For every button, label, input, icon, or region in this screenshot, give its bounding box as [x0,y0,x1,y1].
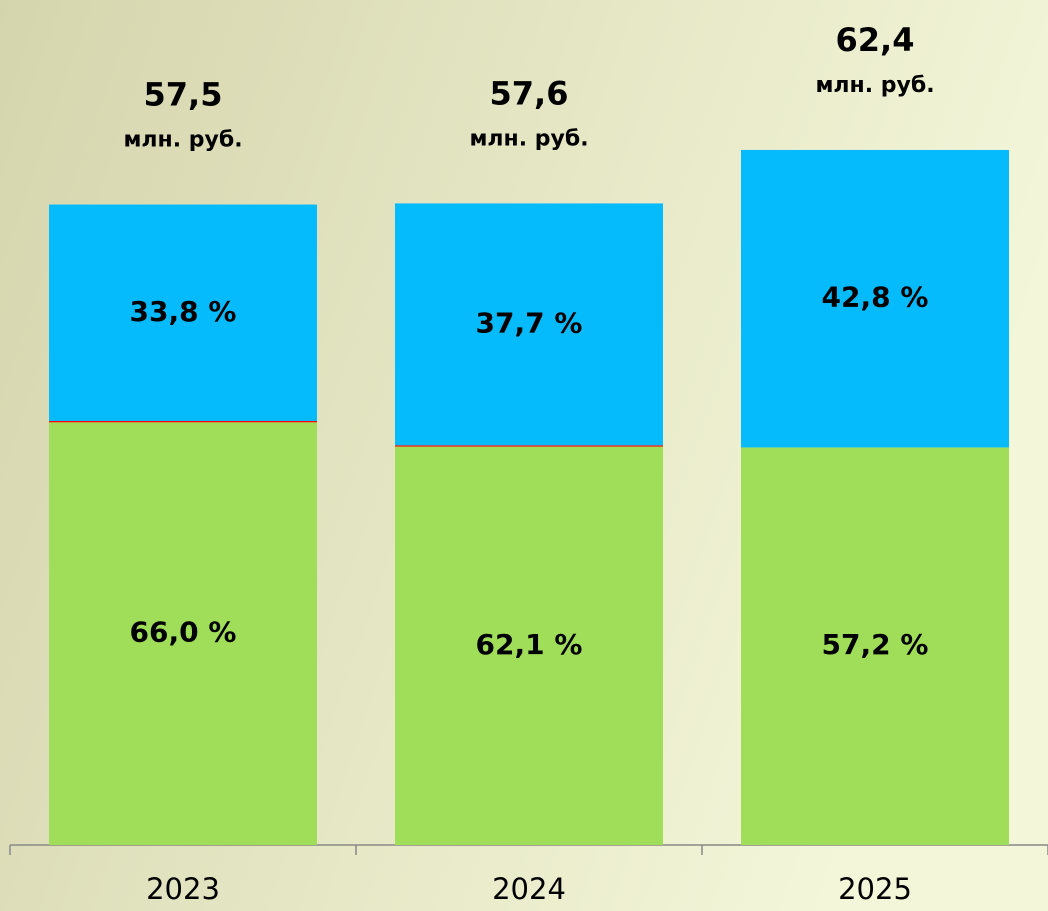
segment-label: 66,0 % [130,616,237,649]
bar-segment [49,422,317,845]
total-unit: млн. руб. [469,126,588,151]
x-tick-label: 2024 [492,872,566,906]
segment-label: 62,1 % [476,628,583,661]
total-label: 57,5 [144,76,223,114]
segment-label: 33,8 % [130,295,237,328]
bar-segment [741,447,1009,845]
bar-segment [49,421,317,423]
segment-label: 37,7 % [476,306,583,339]
total-label: 62,4 [836,21,915,59]
segment-label: 42,8 % [822,281,929,314]
total-unit: млн. руб. [815,73,934,98]
segment-label: 57,2 % [822,628,929,661]
x-tick-label: 2025 [838,872,912,906]
bar-segment [741,149,1009,448]
bar-segment [395,203,663,446]
bar-segment [395,446,663,845]
bar-segment [395,445,663,447]
bar-segment [49,204,317,422]
x-tick-label: 2023 [146,872,220,906]
total-unit: млн. руб. [123,128,242,153]
total-label: 57,6 [490,74,569,112]
